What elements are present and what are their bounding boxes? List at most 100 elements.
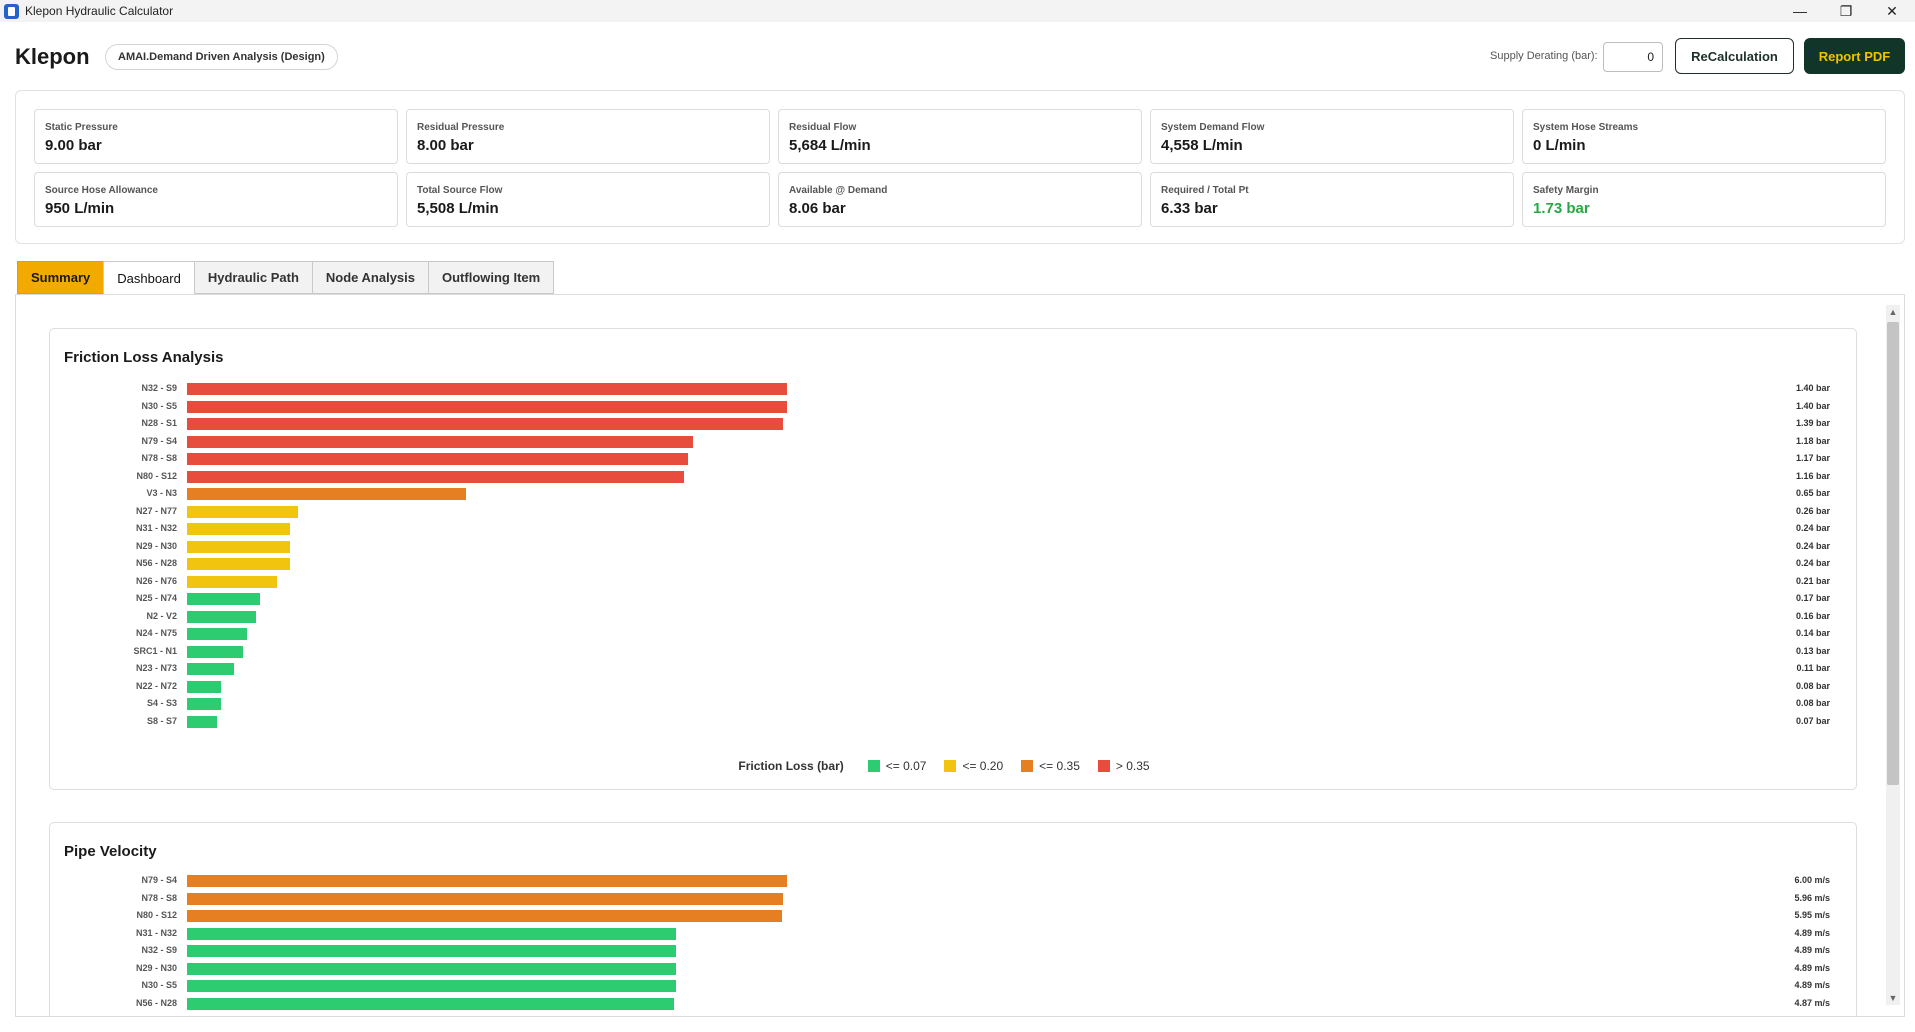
bar-category-label: N25 - N74 (135, 593, 177, 603)
scroll-thumb[interactable] (1887, 322, 1899, 785)
bar-category-label: N78 - S8 (141, 453, 177, 463)
maximize-icon[interactable]: ❐ (1839, 2, 1853, 19)
supply-derating-input[interactable] (1603, 42, 1663, 72)
bar (187, 470, 684, 483)
bar-row: N2 - V2 0.16 bar (50, 609, 1856, 626)
bar-row: S4 - S3 0.08 bar (50, 696, 1856, 713)
metric-value: 4,558 L/min (1161, 137, 1243, 154)
bar-row: N78 - S8 1.17 bar (50, 451, 1856, 468)
supply-derating-label: Supply Derating (bar): (1490, 50, 1598, 62)
legend-item: > 0.35 (1097, 759, 1150, 773)
chart-title: Pipe Velocity (64, 843, 157, 860)
bar-value-label: 0.24 bar (1795, 523, 1830, 533)
bar (187, 663, 234, 675)
bar-category-label: N31 - N32 (135, 927, 177, 938)
metric-residual-pressure: Residual Pressure 8.00 bar (406, 109, 770, 164)
bar-category-label: N23 - N73 (135, 663, 177, 673)
bar (187, 875, 787, 887)
tab-summary[interactable]: Summary (17, 261, 105, 294)
bar-category-label: N27 - N77 (135, 505, 177, 516)
bar (187, 400, 787, 413)
bar-value-label: 1.17 bar (1795, 453, 1830, 463)
pipe-velocity-card: Pipe Velocity N79 - S4 6.00 m/s N78 - S8 5.… (49, 822, 1857, 1016)
metric-value: 0 L/min (1533, 137, 1586, 154)
bar-category-label: N79 - S4 (141, 875, 177, 885)
bar-row: S8 - S7 0.07 bar (50, 714, 1856, 731)
metrics-panel: Static Pressure 9.00 bar Residual Pressu… (15, 90, 1905, 244)
minimize-icon[interactable]: — (1793, 3, 1807, 19)
bar (187, 593, 260, 605)
bar-category-label: N26 - N76 (135, 575, 177, 586)
bar-value-label: 0.17 bar (1795, 593, 1830, 603)
bar-row: N80 - S12 5.95 m/s (50, 908, 1856, 925)
metric-total-source-flow: Total Source Flow 5,508 L/min (406, 172, 770, 227)
bar-row: N56 - N28 4.87 m/s (50, 996, 1856, 1013)
tab-outflowing-item[interactable]: Outflowing Item (428, 261, 555, 294)
window-title: Klepon Hydraulic Calculator (25, 4, 174, 18)
bar-category-label: N30 - S5 (141, 980, 177, 990)
recalculation-button[interactable]: ReCalculation (1675, 38, 1794, 74)
bar-value-label: 0.08 bar (1795, 680, 1830, 691)
bar-category-label: S8 - S7 (146, 715, 177, 726)
bar-value-label: 4.89 m/s (1794, 980, 1830, 990)
bar (187, 453, 688, 465)
bar-value-label: 6.00 m/s (1794, 875, 1830, 885)
bar (187, 927, 676, 940)
bar (187, 698, 221, 710)
bar-category-label: SRC1 - N1 (133, 645, 177, 656)
bar (187, 997, 674, 1010)
metric-label: Source Hose Allowance (45, 185, 158, 196)
bar-row: V3 - N3 0.65 bar (50, 486, 1856, 503)
bar-category-label: N32 - S9 (141, 383, 177, 393)
bar-value-label: 0.07 bar (1795, 715, 1830, 726)
bar-category-label: N56 - N28 (135, 558, 177, 568)
window-titlebar: Klepon Hydraulic Calculator — ❐ ✕ (0, 0, 1915, 22)
bar-category-label: N28 - S1 (141, 418, 177, 428)
metric-label: Required / Total Pt (1161, 185, 1249, 196)
legend-swatch (1097, 760, 1110, 772)
bar-value-label: 1.18 bar (1795, 435, 1830, 446)
bar (187, 505, 298, 518)
bar-value-label: 0.08 bar (1795, 698, 1830, 708)
metric-static-pressure: Static Pressure 9.00 bar (34, 109, 398, 164)
legend-swatch (867, 760, 880, 772)
bar-value-label: 4.89 m/s (1794, 945, 1830, 955)
bar-value-label: 4.89 m/s (1794, 927, 1830, 938)
bar-row: N79 - S4 6.00 m/s (50, 873, 1856, 890)
metric-source-hose-allowance: Source Hose Allowance 950 L/min (34, 172, 398, 227)
bar-value-label: 0.16 bar (1795, 610, 1830, 621)
legend-swatch (944, 760, 957, 772)
close-icon[interactable]: ✕ (1886, 2, 1898, 19)
legend-item: <= 0.07 (867, 759, 926, 773)
metric-label: Total Source Flow (417, 185, 503, 196)
chart-title: Friction Loss Analysis (64, 349, 224, 366)
bar-category-label: N2 - V2 (146, 610, 177, 621)
bar (187, 892, 783, 905)
bar-value-label: 4.87 m/s (1794, 997, 1830, 1008)
metric-required-total-pt: Required / Total Pt 6.33 bar (1150, 172, 1514, 227)
app-header: Klepon AMAI.Demand Driven Analysis (Desi… (0, 22, 1915, 90)
bar (187, 575, 277, 588)
bar-row: N31 - N32 0.24 bar (50, 521, 1856, 538)
app-icon (4, 3, 19, 19)
bar-category-label: N30 - S5 (141, 400, 177, 411)
bar-category-label: N32 - S9 (141, 945, 177, 955)
bar-value-label: 0.26 bar (1795, 505, 1830, 516)
scroll-down-icon[interactable]: ▼ (1888, 993, 1898, 1003)
tab-node-analysis[interactable]: Node Analysis (311, 261, 429, 294)
bar (187, 628, 247, 640)
metric-value: 1.73 bar (1533, 200, 1590, 217)
bar-value-label: 5.96 m/s (1794, 892, 1830, 903)
report-pdf-button[interactable]: Report PDF (1804, 38, 1905, 74)
bar-value-label: 0.11 bar (1796, 663, 1830, 673)
scroll-up-icon[interactable]: ▲ (1888, 307, 1898, 317)
chart-legend: Friction Loss (bar) <= 0.07 <= 0.20 <= 0… (50, 759, 1856, 773)
bar-category-label: N79 - S4 (141, 435, 177, 446)
bar-value-label: 0.13 bar (1795, 645, 1830, 656)
bar-row: N24 - N75 0.14 bar (50, 626, 1856, 643)
bar-category-label: N22 - N72 (135, 680, 177, 691)
metric-label: System Demand Flow (1161, 122, 1265, 133)
vertical-scrollbar[interactable]: ▲ ▼ (1886, 305, 1900, 1005)
tab-dashboard[interactable]: Dashboard (103, 261, 195, 295)
tab-hydraulic-path[interactable]: Hydraulic Path (193, 261, 313, 294)
